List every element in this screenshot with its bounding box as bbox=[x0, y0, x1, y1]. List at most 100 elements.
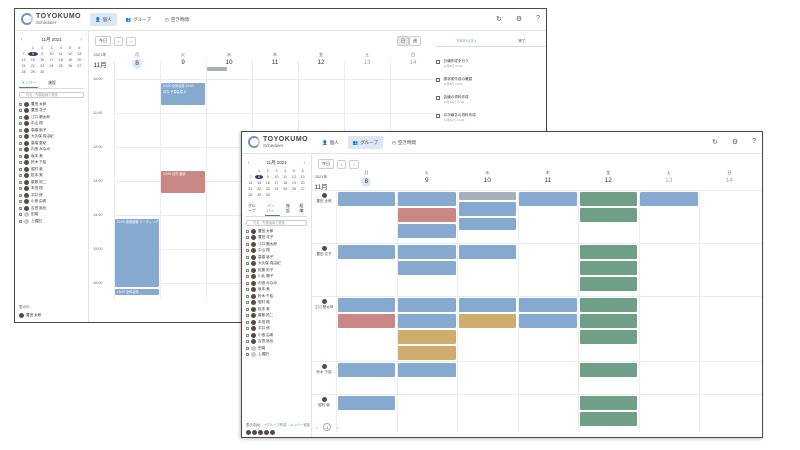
done-tab[interactable]: 完了 bbox=[518, 39, 526, 43]
mini-cal-day[interactable]: 19 bbox=[291, 181, 296, 185]
mini-cal-day[interactable]: 21 bbox=[21, 64, 26, 68]
member-checkbox[interactable] bbox=[246, 307, 249, 311]
mini-cal-day[interactable]: 27 bbox=[300, 187, 305, 191]
day-header[interactable]: 金 12 bbox=[298, 52, 344, 66]
member-checkbox[interactable] bbox=[246, 255, 249, 259]
schedule-event[interactable] bbox=[398, 224, 456, 238]
member-item[interactable]: 松本 実 bbox=[19, 173, 84, 180]
mini-cal-day[interactable]: 28 bbox=[21, 70, 26, 74]
member-row-label[interactable]: 豊田 太郎 bbox=[313, 193, 335, 204]
todo-item[interactable]: 月次報告の資料作成 11月12日 12:00 bbox=[436, 113, 546, 122]
mini-cal-day[interactable]: 18 bbox=[283, 181, 288, 185]
view-day-button[interactable]: 日 bbox=[397, 36, 409, 46]
mini-cal-next[interactable]: › bbox=[80, 37, 83, 42]
schedule-event[interactable] bbox=[579, 314, 637, 328]
member-checkbox[interactable] bbox=[246, 346, 249, 350]
member-item[interactable]: 佐藤 彩子 bbox=[246, 267, 307, 274]
schedule-event[interactable] bbox=[519, 298, 577, 312]
member-checkbox[interactable] bbox=[246, 314, 249, 318]
mini-cal-day[interactable]: 3 bbox=[50, 46, 53, 50]
mini-cal-day[interactable]: 13 bbox=[300, 175, 305, 179]
schedule-event[interactable] bbox=[458, 192, 516, 200]
mini-cal-day[interactable]: 17 bbox=[49, 58, 54, 62]
mini-cal-day[interactable]: 14 bbox=[248, 181, 253, 185]
mini-cal-day[interactable]: 25 bbox=[58, 64, 63, 68]
mini-cal-day[interactable]: 11 bbox=[58, 52, 63, 56]
schedule-event[interactable] bbox=[640, 192, 698, 206]
mini-cal-day[interactable]: 16 bbox=[265, 181, 270, 185]
schedule-event[interactable] bbox=[579, 261, 637, 275]
footer-user[interactable]: 豊田 太郎 bbox=[19, 313, 41, 320]
todo-item[interactable]: 会議の資料作成 11月10日 17:00 bbox=[436, 95, 546, 104]
schedule-event[interactable] bbox=[458, 218, 516, 230]
mini-cal-day[interactable]: 28 bbox=[248, 193, 253, 197]
member-item[interactable]: 内田 みなみ bbox=[246, 280, 307, 287]
member-checkbox[interactable] bbox=[19, 148, 22, 152]
gear-icon[interactable]: ⚙ bbox=[731, 139, 739, 146]
prev-week-button[interactable]: ‹ bbox=[114, 36, 124, 46]
member-row-label[interactable]: 鈴木 千紘 bbox=[313, 364, 335, 375]
member-item[interactable]: 鈴木 千紘 bbox=[19, 160, 84, 167]
member-checkbox[interactable] bbox=[19, 206, 22, 210]
refresh-icon[interactable]: ↻ bbox=[495, 16, 502, 23]
help-icon[interactable]: ? bbox=[536, 15, 540, 22]
app-logo[interactable]: TOYOKUMO Scheduler bbox=[248, 136, 308, 148]
todo-checkbox[interactable] bbox=[436, 114, 440, 118]
member-row-label[interactable]: 江口 勝太郎 bbox=[313, 299, 335, 310]
tab-personal[interactable]: 👤 個人 bbox=[90, 13, 117, 26]
mini-cal-day[interactable]: 9 bbox=[266, 175, 269, 179]
member-checkbox[interactable] bbox=[19, 115, 22, 119]
add-group-link[interactable]: +グループ作成・メンバー追加 bbox=[264, 423, 311, 427]
mini-cal-day[interactable]: 7 bbox=[249, 175, 252, 179]
member-checkbox[interactable] bbox=[19, 154, 22, 158]
mini-cal-next[interactable]: › bbox=[303, 160, 306, 165]
day-header[interactable]: 水 10 bbox=[206, 52, 252, 66]
member-item[interactable]: 豊田 太郎 bbox=[246, 228, 307, 235]
page-current[interactable]: 1 bbox=[323, 423, 332, 431]
member-checkbox[interactable] bbox=[246, 353, 249, 357]
tab-group[interactable]: 👥 グループ bbox=[121, 13, 156, 26]
member-item[interactable]: 高橋 恵紀 bbox=[19, 140, 84, 147]
schedule-event[interactable] bbox=[519, 314, 577, 328]
mini-cal-day[interactable]: 19 bbox=[68, 58, 73, 62]
schedule-event[interactable] bbox=[337, 245, 395, 259]
schedule-event[interactable] bbox=[579, 277, 637, 291]
member-checkbox[interactable] bbox=[19, 213, 22, 217]
todo-checkbox[interactable] bbox=[436, 78, 440, 82]
calendar-event[interactable]: 月次 予算会議 A bbox=[161, 89, 205, 105]
member-row-label[interactable]: 豊田 花子 bbox=[313, 246, 335, 257]
schedule-event[interactable] bbox=[519, 192, 577, 206]
mini-cal-day[interactable]: 5 bbox=[292, 169, 295, 173]
member-item[interactable]: 鈴木 千紘 bbox=[246, 293, 307, 300]
schedule-event[interactable] bbox=[337, 314, 395, 328]
schedule-event[interactable] bbox=[458, 298, 516, 312]
mini-cal-day[interactable]: 20 bbox=[77, 58, 82, 62]
member-item[interactable]: 本田 翔 bbox=[246, 319, 307, 326]
side-tab-facilities[interactable]: 施設 bbox=[48, 81, 56, 85]
member-checkbox[interactable] bbox=[19, 161, 22, 165]
next-week-button[interactable]: › bbox=[126, 36, 136, 46]
member-item[interactable]: 小島 由希 bbox=[246, 332, 307, 339]
mini-cal-day[interactable]: 4 bbox=[59, 46, 62, 50]
next-week-button[interactable]: › bbox=[349, 159, 359, 169]
day-header[interactable]: 木 11 bbox=[518, 170, 579, 184]
schedule-event[interactable] bbox=[579, 192, 637, 206]
member-checkbox[interactable] bbox=[246, 262, 249, 266]
side-tab-facilities[interactable]: 施設 bbox=[285, 204, 290, 213]
mini-cal-day[interactable]: 15 bbox=[257, 181, 262, 185]
mini-cal-day[interactable]: 20 bbox=[300, 181, 305, 185]
today-button[interactable]: 今日 bbox=[95, 36, 111, 46]
mini-cal-prev[interactable]: ‹ bbox=[248, 160, 250, 165]
member-item[interactable]: 平井 修 bbox=[19, 192, 84, 199]
side-tab-members[interactable]: メンバー bbox=[264, 203, 280, 216]
member-item[interactable]: 内田 みなみ bbox=[19, 147, 84, 154]
mini-cal-day[interactable]: 24 bbox=[274, 187, 279, 191]
tab-free-time[interactable]: ◷ 空き時間 bbox=[160, 13, 194, 26]
member-checkbox[interactable] bbox=[19, 141, 22, 145]
member-item[interactable]: 堀村 敦 bbox=[19, 166, 84, 173]
mini-cal-day[interactable]: 2 bbox=[41, 46, 44, 50]
